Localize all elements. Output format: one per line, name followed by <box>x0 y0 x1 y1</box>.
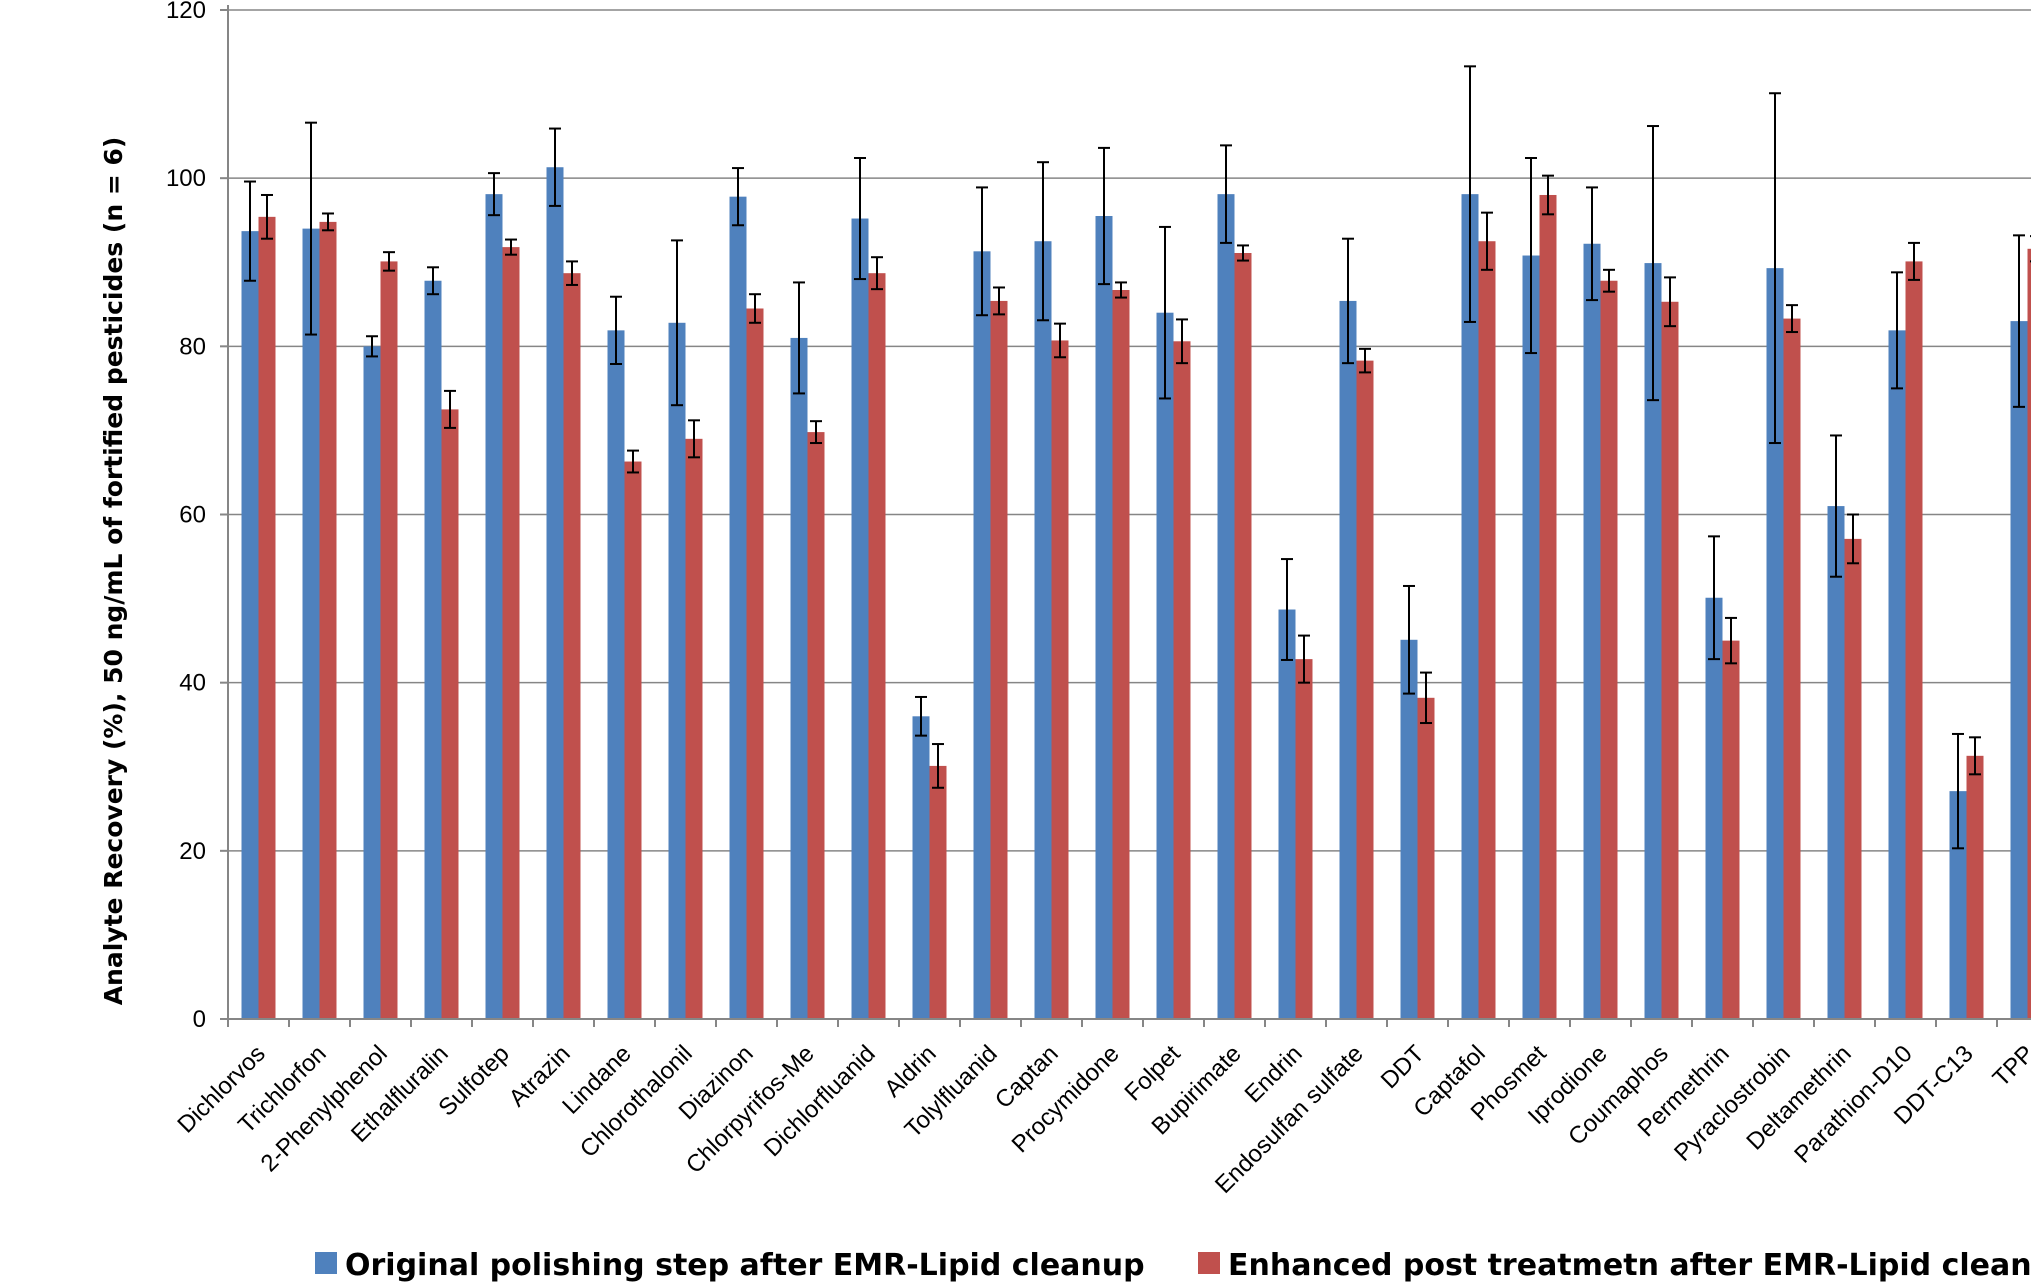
bar-original <box>607 330 625 1019</box>
y-tick-labels: 0 20 40 60 80 100 120 <box>166 0 206 1033</box>
bar-original <box>1034 241 1052 1019</box>
bar-original <box>1644 263 1662 1019</box>
bar-enhanced <box>258 216 276 1020</box>
bar-original <box>1217 194 1235 1019</box>
bar-enhanced <box>1722 640 1740 1019</box>
y-tick-label: 0 <box>193 1006 206 1033</box>
bar-enhanced <box>2027 248 2031 1020</box>
bar-original <box>729 196 747 1020</box>
bar-enhanced <box>1051 340 1069 1019</box>
bar-enhanced <box>746 308 764 1019</box>
error-bars <box>244 65 2031 850</box>
axes <box>220 5 2031 1027</box>
bar-enhanced <box>624 461 642 1020</box>
bar-enhanced <box>1539 194 1557 1019</box>
legend-swatch-enhanced <box>1198 1252 1220 1274</box>
bar-enhanced <box>1844 538 1862 1019</box>
bar-enhanced <box>319 221 337 1019</box>
bar-original <box>1583 243 1601 1020</box>
bar-enhanced <box>1173 341 1191 1019</box>
bar-enhanced <box>1417 697 1435 1019</box>
bar-enhanced <box>1661 301 1679 1019</box>
bar-original <box>1522 255 1540 1020</box>
y-tick-label: 20 <box>179 838 206 865</box>
bar-original <box>1705 597 1723 1019</box>
y-tick-label: 60 <box>179 502 206 529</box>
bar-enhanced <box>441 409 459 1019</box>
bar-enhanced <box>1112 289 1130 1019</box>
bar-enhanced <box>1905 261 1923 1019</box>
bar-original <box>1400 639 1418 1019</box>
y-tick-label: 40 <box>179 670 206 697</box>
bar-enhanced <box>380 261 398 1019</box>
bar-original <box>363 346 381 1019</box>
bar-original <box>851 218 869 1019</box>
bar-enhanced <box>1783 318 1801 1020</box>
y-axis-title: Analyte Recovery (%), 50 ng/mL of fortif… <box>99 137 128 1006</box>
bar-original <box>1766 268 1784 1019</box>
bar-original <box>241 231 259 1019</box>
bar-enhanced <box>502 247 520 1020</box>
x-category-labels: DichlorvosTrichlorfon2-PhenylphenolEthal… <box>172 1040 2031 1199</box>
x-category-label: TPP <box>1988 1040 2031 1092</box>
bar-enhanced <box>563 273 581 1019</box>
bar-original <box>2010 321 2028 1019</box>
bar-original <box>424 280 442 1020</box>
bar-enhanced <box>929 765 947 1019</box>
bar-enhanced <box>1600 280 1618 1020</box>
bars <box>241 167 2031 1020</box>
bar-enhanced <box>1295 659 1313 1019</box>
bar-enhanced <box>807 432 825 1019</box>
bar-original <box>1461 194 1479 1019</box>
bar-enhanced <box>1478 241 1496 1019</box>
bar-original <box>790 337 808 1019</box>
bar-enhanced <box>685 438 703 1019</box>
bar-original <box>1156 312 1174 1019</box>
bar-enhanced <box>1234 253 1252 1019</box>
y-tick-label: 120 <box>166 0 206 24</box>
bar-enhanced <box>1356 360 1374 1019</box>
bar-original <box>1095 216 1113 1020</box>
bar-original <box>668 322 686 1019</box>
bar-original <box>1827 506 1845 1019</box>
bar-original <box>546 167 564 1019</box>
x-category-label: DDT <box>1376 1040 1430 1094</box>
bar-enhanced <box>990 300 1008 1019</box>
bar-original <box>1888 330 1906 1019</box>
y-tick-label: 80 <box>179 333 206 360</box>
y-tick-label: 100 <box>166 165 206 192</box>
bar-original <box>1278 609 1296 1019</box>
bar-original <box>485 194 503 1019</box>
legend-label-original: Original polishing step after EMR-Lipid … <box>345 1248 1145 1283</box>
legend-swatch-original <box>315 1252 337 1274</box>
legend: Original polishing step after EMR-Lipid … <box>315 1248 2031 1283</box>
bar-enhanced <box>868 273 886 1019</box>
bar-enhanced <box>1966 755 1984 1019</box>
x-category-label: Procymidone <box>1007 1040 1125 1158</box>
bar-original <box>973 251 991 1020</box>
legend-label-enhanced: Enhanced post treatmetn after EMR-Lipid … <box>1228 1248 2031 1283</box>
bar-original <box>302 228 320 1019</box>
bar-original <box>912 716 930 1019</box>
bar-original <box>1339 300 1357 1019</box>
